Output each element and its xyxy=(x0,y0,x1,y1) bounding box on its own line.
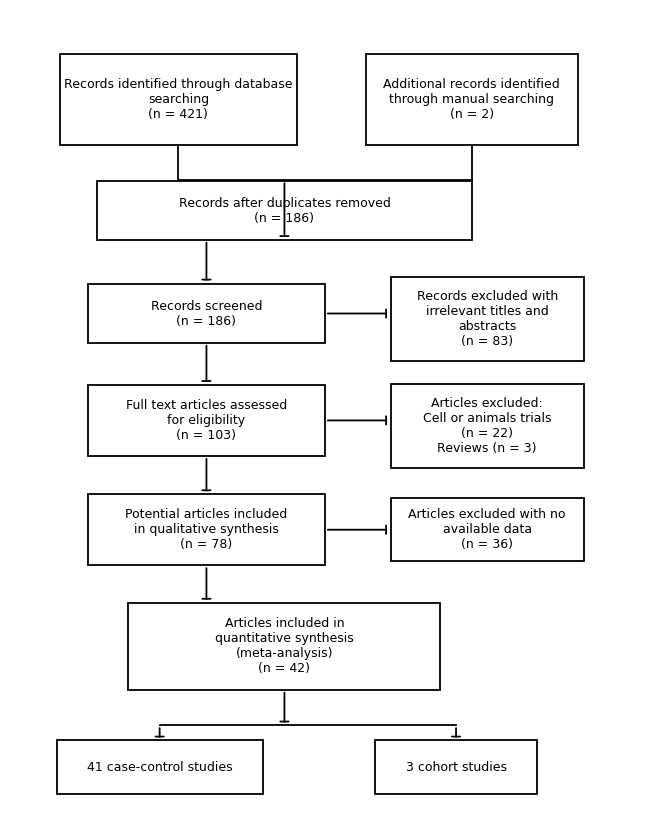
Text: Full text articles assessed
for eligibility
(n = 103): Full text articles assessed for eligibil… xyxy=(126,399,287,442)
Bar xyxy=(391,498,584,561)
Text: 41 case-control studies: 41 case-control studies xyxy=(87,761,233,774)
Bar xyxy=(375,740,537,794)
Bar xyxy=(60,54,297,145)
Bar xyxy=(129,602,441,690)
Bar xyxy=(365,54,578,145)
Text: Articles included in
quantitative synthesis
(meta-analysis)
(n = 42): Articles included in quantitative synthe… xyxy=(215,617,354,675)
Bar xyxy=(98,181,472,240)
Text: Articles excluded with no
available data
(n = 36): Articles excluded with no available data… xyxy=(408,508,566,551)
Text: Records after duplicates removed
(n = 186): Records after duplicates removed (n = 18… xyxy=(179,196,391,224)
Text: Articles excluded:
Cell or animals trials
(n = 22)
Reviews (n = 3): Articles excluded: Cell or animals trial… xyxy=(423,397,551,455)
Bar xyxy=(391,277,584,361)
Bar xyxy=(57,740,263,794)
Text: Potential articles included
in qualitative synthesis
(n = 78): Potential articles included in qualitati… xyxy=(125,508,287,551)
Text: Records screened
(n = 186): Records screened (n = 186) xyxy=(151,299,262,328)
Bar xyxy=(88,284,325,343)
Text: Records excluded with
irrelevant titles and
abstracts
(n = 83): Records excluded with irrelevant titles … xyxy=(417,290,558,348)
Bar xyxy=(88,494,325,565)
Text: 3 cohort studies: 3 cohort studies xyxy=(406,761,506,774)
Bar xyxy=(88,384,325,456)
Text: Additional records identified
through manual searching
(n = 2): Additional records identified through ma… xyxy=(384,78,560,121)
Bar xyxy=(391,384,584,468)
Text: Records identified through database
searching
(n = 421): Records identified through database sear… xyxy=(64,78,292,121)
